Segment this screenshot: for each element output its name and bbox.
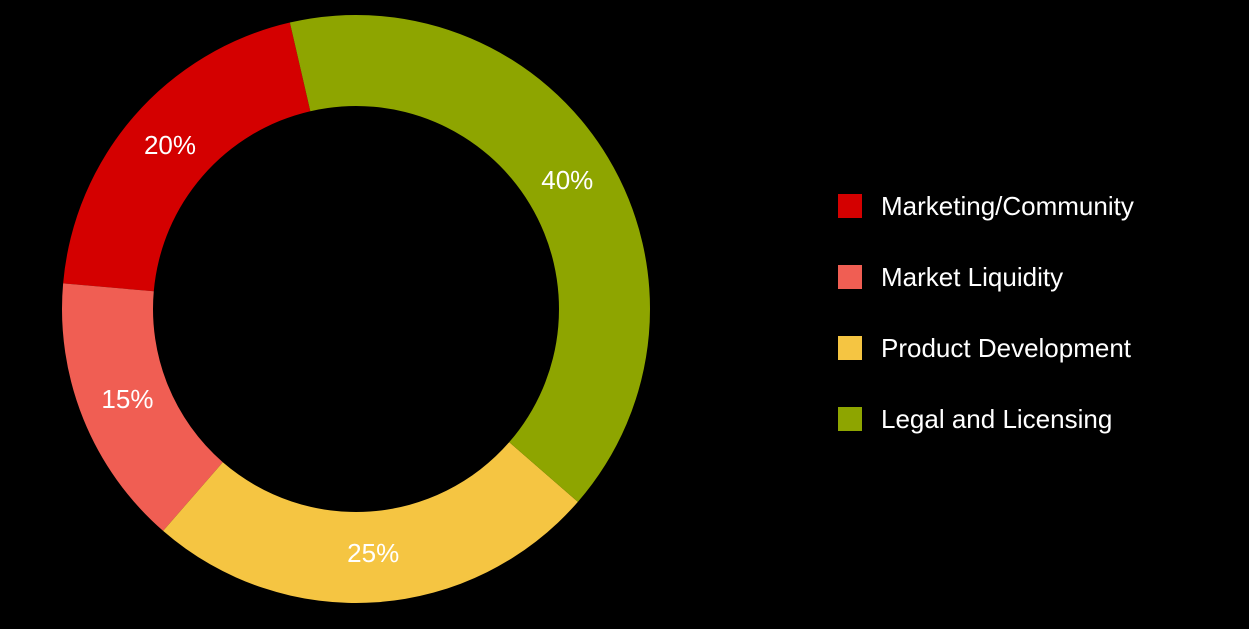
- legend-label: Market Liquidity: [881, 261, 1064, 292]
- donut-slice-product-development: [163, 442, 578, 603]
- donut-slice-labels: 20% 15% 25% 40%: [101, 130, 593, 568]
- legend-label: Marketing/Community: [881, 190, 1134, 221]
- slice-percent-label: 15%: [101, 384, 153, 414]
- legend-swatch: [838, 265, 862, 289]
- donut-slice-market-liquidity: [62, 283, 223, 531]
- slice-percent-label: 40%: [541, 165, 593, 195]
- legend-swatch: [838, 194, 862, 218]
- legend-swatch: [838, 407, 862, 431]
- legend-item: Legal and Licensing: [838, 399, 1238, 439]
- donut-slice-marketing-community: [63, 22, 311, 292]
- donut-slice-legal-and-licensing: [289, 14, 650, 502]
- legend-label: Product Development: [881, 332, 1132, 363]
- legend-swatch: [838, 336, 862, 360]
- slice-percent-label: 25%: [347, 538, 399, 568]
- slice-percent-label: 20%: [144, 130, 196, 160]
- legend-item: Market Liquidity: [838, 257, 1238, 297]
- chart-legend: Marketing/Community Market Liquidity Produ…: [838, 186, 1238, 470]
- donut-slices: [62, 14, 650, 603]
- legend-item: Marketing/Community: [838, 186, 1238, 226]
- legend-item: Product Development: [838, 328, 1238, 368]
- legend-label: Legal and Licensing: [881, 403, 1113, 434]
